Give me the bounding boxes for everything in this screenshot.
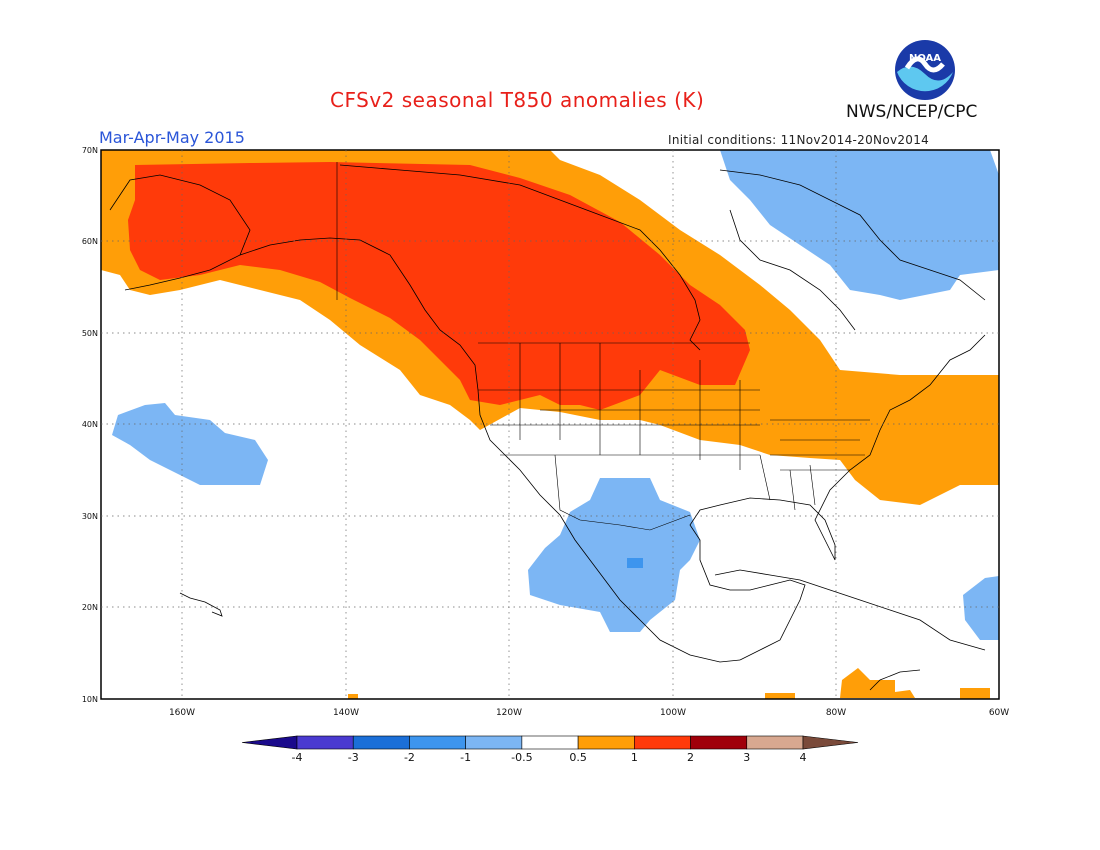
lon-label-160w: 160W xyxy=(169,708,195,718)
political-borders xyxy=(336,162,870,531)
cool-region-greenland xyxy=(720,150,999,300)
lat-label-50: 50N xyxy=(82,329,98,338)
graticule xyxy=(101,150,999,699)
lat-label-30: 30N xyxy=(82,512,98,521)
lat-label-10: 10N xyxy=(82,695,98,704)
cool-region-mexico xyxy=(528,478,700,632)
colorbar-swatch-0 xyxy=(241,735,298,750)
lon-label-140w: 140W xyxy=(333,708,359,718)
season-label: Mar-Apr-May 2015 xyxy=(99,128,245,147)
colorbar-swatch-1 xyxy=(296,735,354,750)
colorbar-label: -2 xyxy=(404,751,415,764)
colorbar-swatch-8 xyxy=(690,735,748,750)
warm-cell-south-3 xyxy=(960,688,990,699)
colorbar-label: 3 xyxy=(743,751,750,764)
colorbar-label: -3 xyxy=(348,751,359,764)
cool-cell-minus1 xyxy=(627,558,643,568)
lat-label-70: 70N xyxy=(82,146,98,155)
lon-label-80w: 80W xyxy=(826,708,846,718)
colorbar-swatch-9 xyxy=(746,735,804,750)
lon-label-60w: 60W xyxy=(989,708,1009,718)
colorbar-label: 2 xyxy=(687,751,694,764)
colorbar-swatch-5 xyxy=(521,735,579,750)
colorbar-swatch-2 xyxy=(352,735,410,750)
map-frame xyxy=(100,149,1000,700)
lat-label-60: 60N xyxy=(82,237,98,246)
colorbar-label: -4 xyxy=(292,751,303,764)
lon-labels: 160W 140W 120W 100W 80W 60W xyxy=(169,708,1009,718)
coastlines xyxy=(109,164,986,691)
colorbar-label: 4 xyxy=(800,751,807,764)
lon-label-100w: 100W xyxy=(660,708,686,718)
colorbar-swatch-10 xyxy=(802,735,859,750)
logo-text: NOAA xyxy=(909,53,941,64)
colorbar-label: 0.5 xyxy=(569,751,587,764)
lon-label-120w: 120W xyxy=(496,708,522,718)
colorbar-label: 1 xyxy=(631,751,638,764)
colorbar-label: -0.5 xyxy=(511,751,532,764)
warm-cell-south-4 xyxy=(348,694,358,699)
warm-region-red xyxy=(128,162,750,410)
lat-labels: 70N 60N 50N 40N 30N 20N 10N xyxy=(82,146,98,704)
colorbar-swatch-4 xyxy=(465,735,523,750)
colorbar-swatch-7 xyxy=(634,735,691,750)
org-label: NWS/NCEP/CPC xyxy=(846,102,978,122)
colorbar-swatch-3 xyxy=(409,735,466,750)
chart-title: CFSv2 seasonal T850 anomalies (K) xyxy=(330,88,705,112)
lat-label-20: 20N xyxy=(82,603,98,612)
lat-label-40: 40N xyxy=(82,420,98,429)
colorbar: -4 -3 -2 -1 -0.5 0.5 1 2 3 4 xyxy=(241,735,859,764)
warm-cell-south-2 xyxy=(765,693,795,699)
cool-region-caribbean xyxy=(963,576,999,640)
cool-region-pacific xyxy=(112,403,268,485)
initial-conditions: Initial conditions: 11Nov2014-20Nov2014 xyxy=(668,133,930,147)
colorbar-label: -1 xyxy=(460,751,471,764)
noaa-logo: NOAA xyxy=(893,38,957,106)
colorbar-swatch-6 xyxy=(577,735,635,750)
